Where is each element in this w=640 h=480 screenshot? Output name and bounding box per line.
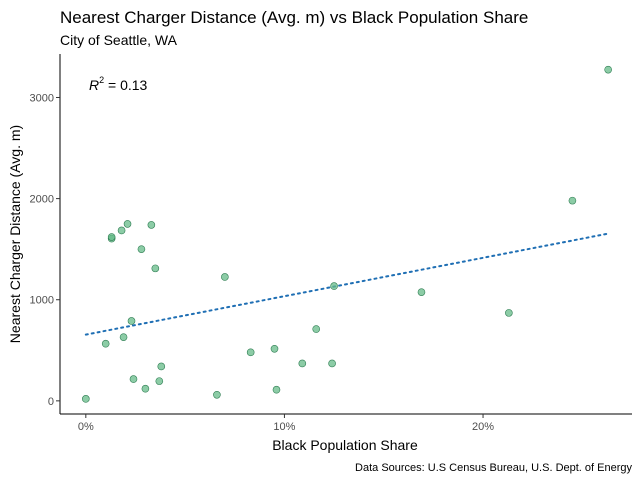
data-point: [604, 65, 612, 74]
y-tick-label: 0: [48, 396, 54, 408]
data-point: [246, 348, 255, 357]
data-point: [137, 245, 146, 253]
r-squared-value: = 0.13: [104, 77, 147, 93]
chart-subtitle: City of Seattle, WA: [60, 32, 178, 48]
data-point: [107, 233, 116, 241]
data-point: [568, 196, 577, 205]
r-squared-symbol: R: [89, 77, 99, 93]
trend-line-layer: [84, 233, 608, 336]
chart-title: Nearest Charger Distance (Avg. m) vs Bla…: [60, 8, 528, 27]
x-tick-label: 10%: [273, 421, 295, 433]
data-point: [151, 264, 160, 273]
data-point: [213, 390, 221, 399]
data-point: [127, 317, 136, 325]
y-tick-label: 1000: [30, 295, 54, 307]
data-point: [117, 226, 126, 235]
data-point: [157, 362, 166, 371]
data-point: [155, 377, 164, 385]
data-point: [221, 273, 229, 281]
data-point: [417, 288, 426, 296]
r-squared-superscript: 2: [99, 75, 104, 85]
y-tick-label: 2000: [30, 194, 54, 206]
chart-caption: Data Sources: U.S Census Bureau, U.S. De…: [355, 462, 632, 474]
x-axis-ticks: 0% 10% 20%: [78, 414, 494, 433]
data-point: [82, 395, 90, 403]
trend-line: [84, 233, 608, 336]
data-point: [270, 344, 279, 353]
data-point: [141, 384, 150, 393]
r-squared-annotation: R2 = 0.13: [89, 75, 148, 93]
y-axis-title: Nearest Charger Distance (Avg. m): [7, 125, 23, 343]
x-tick-label: 0%: [78, 421, 94, 433]
data-point: [505, 309, 513, 317]
data-point: [123, 220, 132, 228]
y-axis-ticks: 0 1000 2000 3000: [30, 92, 60, 408]
data-point: [272, 385, 281, 394]
data-point: [101, 339, 110, 348]
data-point: [129, 375, 138, 383]
data-point: [328, 359, 336, 368]
x-tick-label: 20%: [472, 421, 494, 433]
data-point: [330, 282, 338, 290]
data-point: [298, 359, 307, 368]
points-layer: [82, 65, 612, 403]
y-tick-label: 3000: [30, 92, 54, 104]
data-point: [312, 325, 321, 333]
x-axis-title: Black Population Share: [272, 437, 418, 453]
data-point: [147, 221, 156, 229]
data-point: [119, 333, 128, 341]
